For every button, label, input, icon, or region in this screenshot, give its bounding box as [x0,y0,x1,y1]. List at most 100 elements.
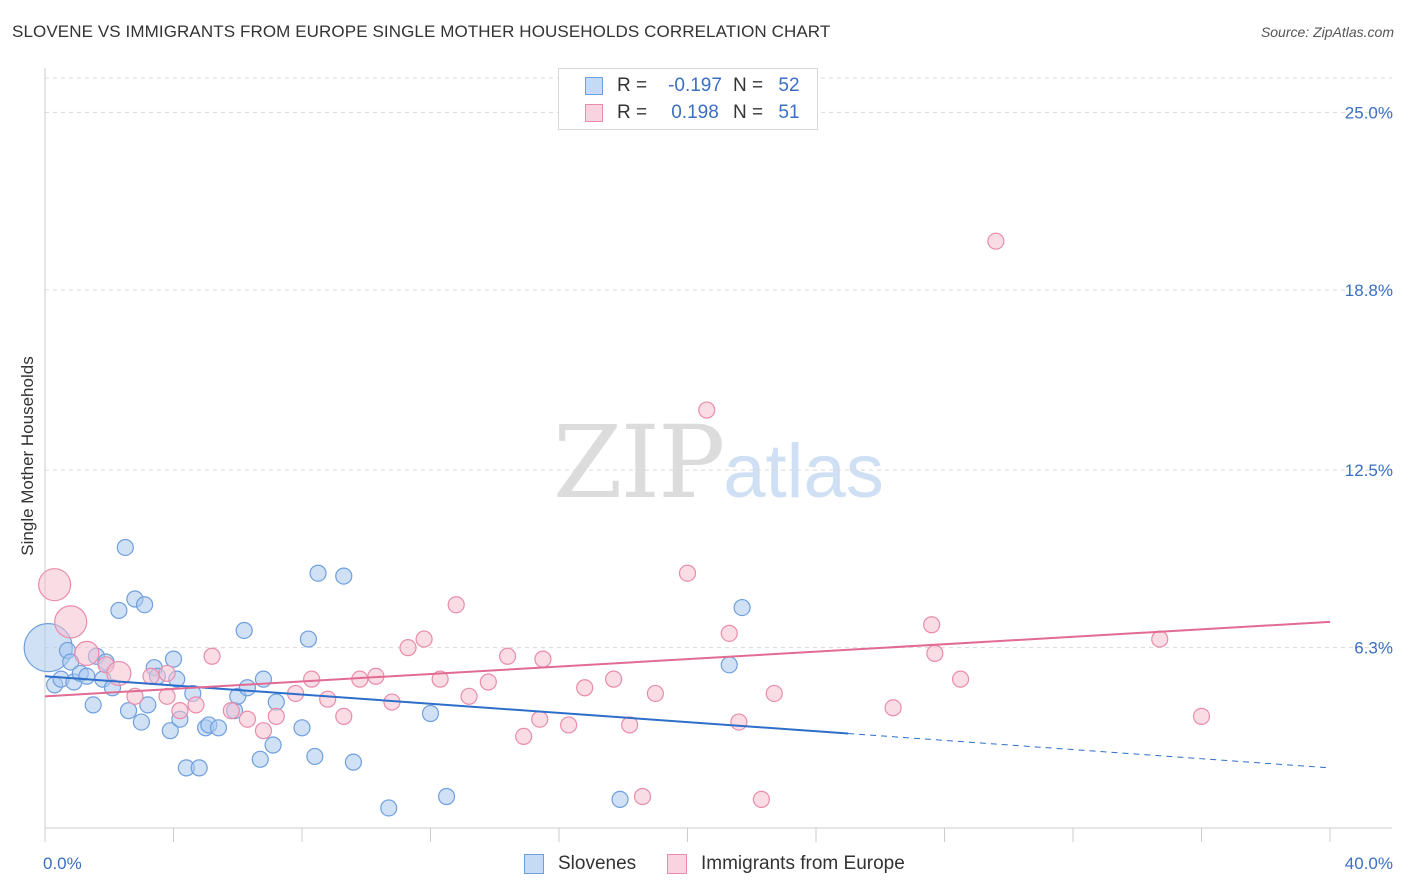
slovene-point [267,693,285,711]
immigrant-point [560,716,578,734]
immigrant-point [460,687,478,705]
slovene-point [251,750,269,768]
immigrant-point [187,696,205,714]
slovene-point [306,747,324,766]
x-tick-label: 40.0% [1345,854,1393,873]
slovene-point [264,736,282,754]
immigrant-point [605,670,623,688]
legend-swatch-blue [585,77,603,95]
slovene-point [190,759,208,777]
chart-title: SLOVENE VS IMMIGRANTS FROM EUROPE SINGLE… [12,22,831,41]
slovene-point [164,650,183,668]
watermark-zip: ZIP [553,404,725,521]
immigrant-point [447,596,465,614]
legend-n-label: N = [733,102,764,123]
immigrant-point [531,710,549,728]
immigrant-point [515,727,533,745]
x-tick-label: 0.0% [43,854,82,873]
immigrant-point [646,684,664,703]
immigrant-point [633,787,652,806]
immigrant-point [534,650,552,668]
slovene-point [293,719,311,737]
slovene-point [135,596,154,614]
slovene-point [119,702,138,720]
legend-n-value: 51 [778,102,800,123]
immigrant-point [415,630,433,648]
legend-n-label: N = [733,75,764,96]
slovene-point [380,799,398,817]
immigrant-point [1151,630,1169,648]
slovene-point [421,704,440,723]
immigrant-point [319,690,337,708]
slovene-trend-line-extension [848,733,1331,769]
slovene-point [720,656,738,674]
immigrant-trend-line [44,620,1331,698]
immigrant-point [38,568,72,602]
immigrant-point [158,664,176,683]
immigrant-point [884,699,902,717]
y-tick-label: 6.3% [1354,639,1393,658]
slovene-point [110,601,128,620]
immigrant-point [399,639,417,657]
immigrant-point [158,687,176,705]
immigrant-point [171,702,189,720]
bottom-legend-label: Slovenes [558,853,637,874]
immigrant-point [765,684,783,703]
immigrant-point [335,707,353,725]
immigrant-point [698,401,716,419]
y-tick-label: 18.8% [1345,281,1393,300]
y-tick-label: 12.5% [1345,461,1393,480]
source-label: Source: ZipAtlas.com [1260,24,1394,40]
immigrant-point [678,564,697,582]
bottom-legend-swatch-blue [524,854,544,874]
legend-n-value: 52 [778,75,800,96]
slovene-point [344,753,362,771]
legend-r-label: R = [617,75,648,96]
watermark: ZIPatlas [553,404,884,521]
bottom-legend-label: Immigrants from Europe [701,853,905,874]
correlation-legend: R = -0.197 N = 52 R = 0.198 N = 51 [558,68,818,130]
immigrant-point [431,670,449,688]
legend-swatch-pink [585,104,603,122]
immigrant-point [987,232,1005,250]
slovene-trend-line [44,675,849,735]
slovene-point [116,538,134,557]
watermark-atlas: atlas [723,429,884,514]
slovene-point [132,713,150,731]
y-tick-label: 25.0% [1345,103,1393,122]
slovene-point [209,719,228,737]
slovene-point [299,630,318,648]
slovene-point [139,696,157,714]
immigrant-point [951,670,970,688]
slovene-point [235,621,253,640]
immigrant-point [923,616,941,634]
immigrant-point [238,710,256,728]
legend-r-label: R = [617,102,648,123]
slovene-point [611,790,629,808]
immigrant-point [106,660,132,687]
immigrant-point [74,640,100,666]
slovene-point [309,564,327,582]
immigrant-point [479,673,497,691]
immigrant-point [203,647,221,665]
immigrant-point [54,605,88,639]
y-axis-label: Single Mother Households [18,356,37,556]
immigrant-point [254,722,273,740]
legend-r-value: 0.198 [671,102,719,123]
immigrant-point [303,670,321,688]
slovene-point [437,787,456,806]
immigrant-point [267,707,285,725]
slovene-point [78,667,96,685]
slovene-point [335,567,353,585]
slovene-point [238,679,256,697]
immigrant-point [576,679,594,697]
immigrant-point [926,644,944,662]
bottom-legend-swatch-pink [667,854,687,874]
immigrant-point [720,624,738,642]
legend-r-value: -0.197 [668,75,722,96]
immigrant-point [222,702,240,720]
slovene-point [733,598,751,617]
immigrant-point [142,667,160,685]
immigrant-point [1192,707,1211,725]
